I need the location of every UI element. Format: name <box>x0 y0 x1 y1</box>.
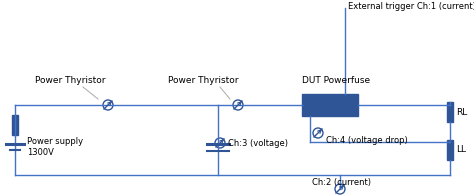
Text: RL: RL <box>456 107 467 116</box>
Bar <box>12 115 18 135</box>
Text: LL: LL <box>456 145 466 154</box>
Text: Ch:3 (voltage): Ch:3 (voltage) <box>228 139 288 148</box>
Text: Ch:4 (voltage drop): Ch:4 (voltage drop) <box>326 136 408 145</box>
Bar <box>302 94 358 116</box>
Text: DUT Powerfuse: DUT Powerfuse <box>302 76 370 85</box>
Text: Power supply
1300V: Power supply 1300V <box>27 137 83 157</box>
Text: External trigger Ch:1 (current): External trigger Ch:1 (current) <box>348 2 474 11</box>
Text: Power Thyristor: Power Thyristor <box>168 76 238 85</box>
Bar <box>447 102 453 122</box>
Text: Ch:2 (current): Ch:2 (current) <box>312 178 371 187</box>
Bar <box>447 140 453 160</box>
Text: Power Thyristor: Power Thyristor <box>35 76 106 85</box>
